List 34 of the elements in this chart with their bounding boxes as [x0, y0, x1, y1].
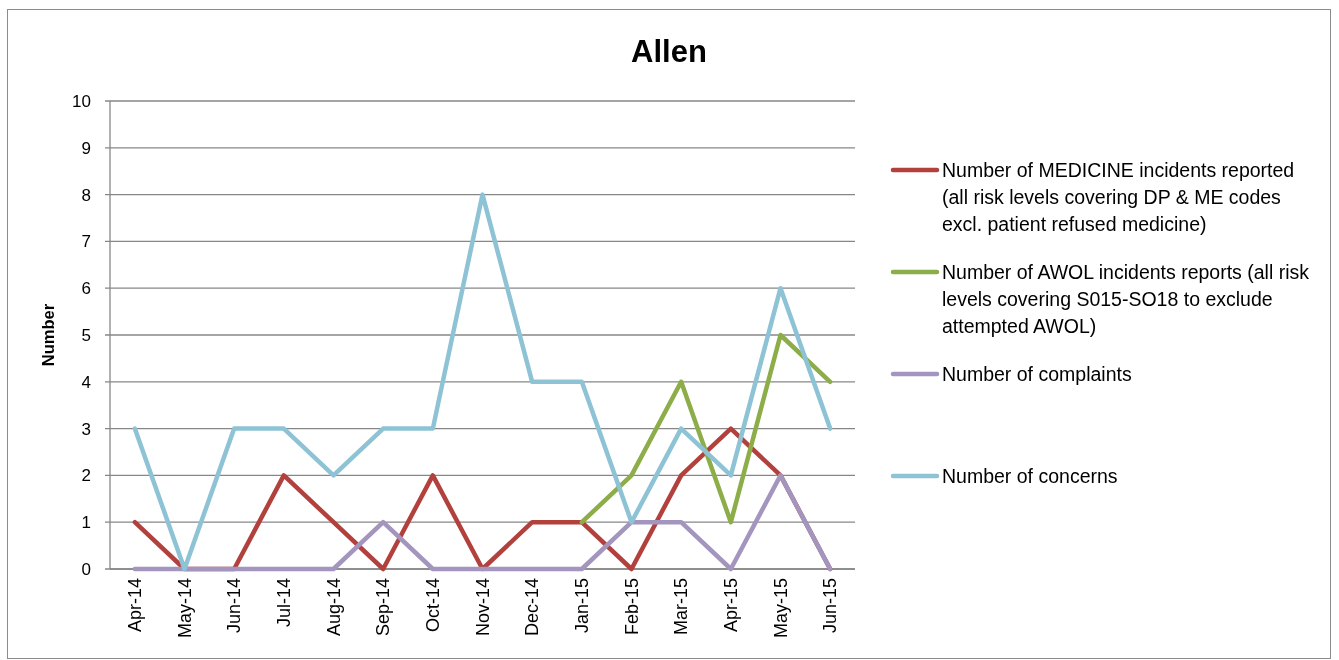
x-tick-label: Nov-14 — [472, 578, 493, 637]
x-tick-label: Sep-14 — [373, 578, 394, 637]
x-tick-label: May-15 — [770, 578, 791, 639]
y-tick-label: 3 — [81, 419, 91, 439]
legend-label: Number of complaints — [942, 362, 1132, 385]
x-tick-label: Apr-15 — [721, 578, 742, 633]
y-axis-title: Number — [38, 303, 57, 367]
y-tick-label: 10 — [72, 91, 91, 111]
line-series — [132, 192, 833, 572]
line-series — [579, 332, 833, 525]
x-tick-label: Jun-15 — [820, 578, 841, 634]
y-tick-label: 8 — [81, 185, 91, 205]
x-tick-label: Jan-15 — [572, 578, 593, 634]
y-tick-label: 7 — [81, 232, 91, 252]
y-tick-label: 0 — [81, 559, 91, 579]
y-tick-label: 6 — [81, 279, 91, 299]
x-tick-label: Feb-15 — [621, 578, 642, 636]
y-tick-label: 4 — [81, 372, 91, 392]
x-tick-label: May-14 — [174, 578, 195, 639]
x-tick-label: Dec-14 — [522, 578, 543, 637]
legend-label: Number of AWOL incidents reports (all risk levels covering S015-SO18 to exclude attempted AWOL) — [942, 260, 1310, 337]
y-tick-label: 5 — [81, 325, 91, 345]
x-tick-label: Apr-14 — [125, 578, 146, 633]
x-tick-label: Mar-15 — [671, 578, 692, 636]
y-tick-label: 9 — [81, 138, 91, 158]
y-tick-label: 2 — [81, 466, 91, 486]
x-tick-label: Jul-14 — [274, 578, 295, 628]
y-tick-label: 1 — [81, 513, 91, 533]
x-tick-label: Jun-14 — [224, 578, 245, 634]
legend-label: Number of MEDICINE incidents reported (all risk levels covering DP & ME codes excl. patient refused medicine) — [942, 158, 1295, 235]
x-tick-label: Aug-14 — [323, 578, 344, 637]
chart-title: Allen — [631, 34, 707, 69]
legend-label: Number of concerns — [942, 464, 1118, 487]
x-tick-label: Oct-14 — [423, 578, 444, 633]
